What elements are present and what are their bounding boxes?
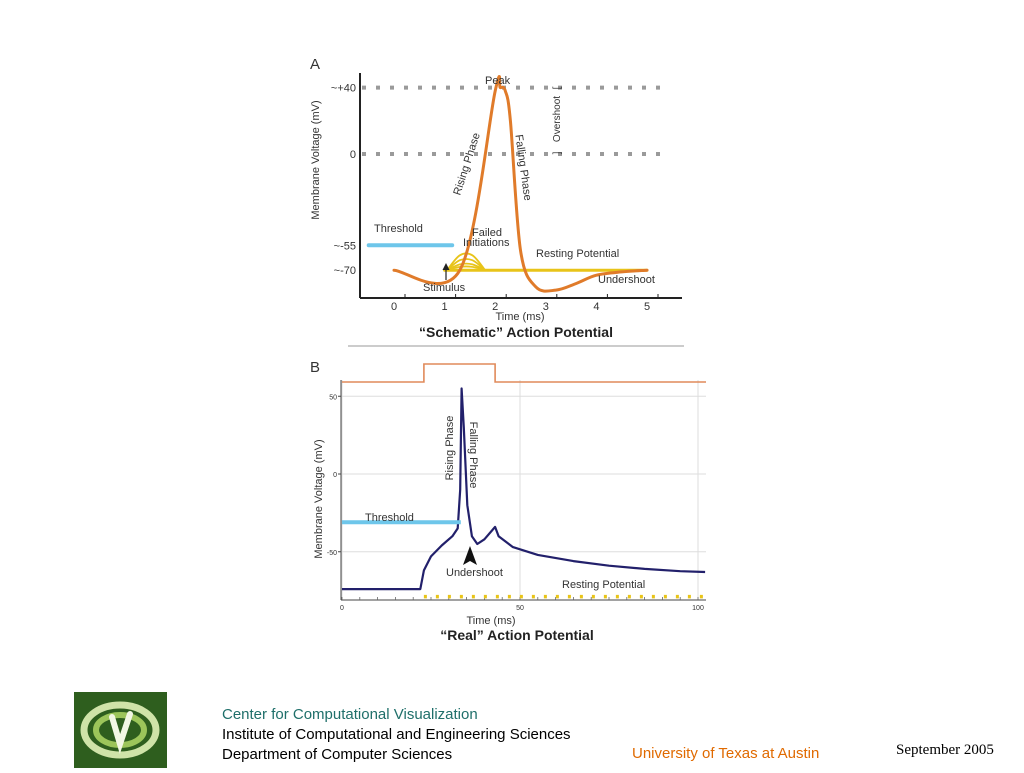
panel-a-y-label: Membrane Voltage (mV): [310, 100, 322, 219]
panel-a-x-tick-label: 1: [442, 301, 448, 313]
panel-a-letter: A: [310, 56, 320, 73]
panel-a-overshoot-label: Overshoot: [552, 96, 563, 142]
panel-b-letter: B: [310, 359, 320, 376]
footer-university-name: University of Texas at Austin: [632, 745, 820, 762]
panel-a-x-tick-label: 4: [593, 301, 599, 313]
panel-b-action-potential-line: [342, 387, 706, 591]
panel-a-failed-initiation-line: [446, 265, 486, 272]
footer-date: September 2005: [896, 742, 994, 758]
panel-b-y-tick-label: -50: [327, 550, 337, 557]
panel-a-initiations-label: Initiations: [463, 237, 510, 249]
ccv-logo: [74, 692, 167, 768]
panel-a-resting-label: Resting Potential: [536, 248, 619, 260]
footer-affiliations: Center for Computational Visualization I…: [222, 705, 571, 765]
panel-a-schematic-chart: A ~+40 0 ~-55 ~-70 0 1 2 3 4 5 Membrane Voltage …: [310, 56, 682, 340]
panel-a-overshoot-bracket-end: ]: [552, 151, 563, 154]
panel-a-stimulus-arrow-icon: [442, 263, 450, 270]
panel-a-failed-initiation-line: [446, 262, 486, 272]
panel-a-threshold-label: Threshold: [374, 223, 423, 235]
action-potential-figure: A ~+40 0 ~-55 ~-70 0 1 2 3 4 5 Membrane Voltage …: [310, 56, 706, 643]
panel-a-failed-label: Failed: [472, 227, 502, 239]
panel-a-stimulus-label: Stimulus: [423, 282, 466, 294]
panel-b-x-tick-label: 100: [692, 605, 704, 612]
panel-b-undershoot-label: Undershoot: [446, 567, 503, 579]
panel-b-falling-label: Falling Phase: [467, 422, 479, 489]
panel-a-x-tick-label: 2: [492, 301, 498, 313]
panel-b-rising-label: Rising Phase: [444, 416, 456, 481]
panel-b-y-tick-label: 50: [329, 394, 337, 401]
panel-a-x-tick-label: 5: [644, 301, 650, 313]
panel-a-x-label: Time (ms): [495, 311, 544, 323]
panel-a-x-tick-label: 0: [391, 301, 397, 313]
panel-a-title: “Schematic” Action Potential: [419, 324, 613, 340]
panel-b-threshold-label: Threshold: [365, 512, 414, 524]
panel-a-peak-label: Peak: [485, 75, 511, 87]
panel-b-x-tick-label: 0: [340, 605, 344, 612]
panel-a-y-tick-label: ~+40: [331, 83, 356, 95]
panel-a-undershoot-label: Undershoot: [598, 274, 655, 286]
panel-b-undershoot-arrow-icon: [463, 546, 477, 565]
panel-b-x-label: Time (ms): [466, 615, 515, 627]
panel-a-y-tick-label: ~-55: [334, 240, 356, 252]
footer-department-name: Department of Computer Sciences: [222, 746, 453, 763]
panel-a-action-potential-line: [392, 74, 649, 293]
panel-b-x-tick-label: 50: [516, 605, 524, 612]
panel-a-overshoot-bracket: [: [552, 86, 563, 89]
panel-a-rising-label: Rising Phase: [451, 131, 482, 196]
panel-b-stimulus-trace: [342, 363, 706, 383]
footer-institute-name: Institute of Computational and Engineeri…: [222, 726, 571, 743]
panel-a-y-tick-label: 0: [350, 149, 356, 161]
panel-a-x-tick-label: 3: [543, 301, 549, 313]
panel-b-real-chart: B 50 0 -50 0 50 100 Membrane Voltage (mV) Ti…: [310, 359, 706, 643]
footer-center-name: Center for Computational Visualization: [222, 706, 478, 723]
panel-b-title: “Real” Action Potential: [440, 627, 594, 643]
panel-b-y-tick-label: 0: [333, 472, 337, 479]
panel-b-y-label: Membrane Voltage (mV): [313, 439, 325, 558]
ccv-logo-icon: [80, 701, 160, 759]
panel-a-y-tick-label: ~-70: [334, 265, 356, 277]
panel-b-resting-label: Resting Potential: [562, 579, 645, 591]
